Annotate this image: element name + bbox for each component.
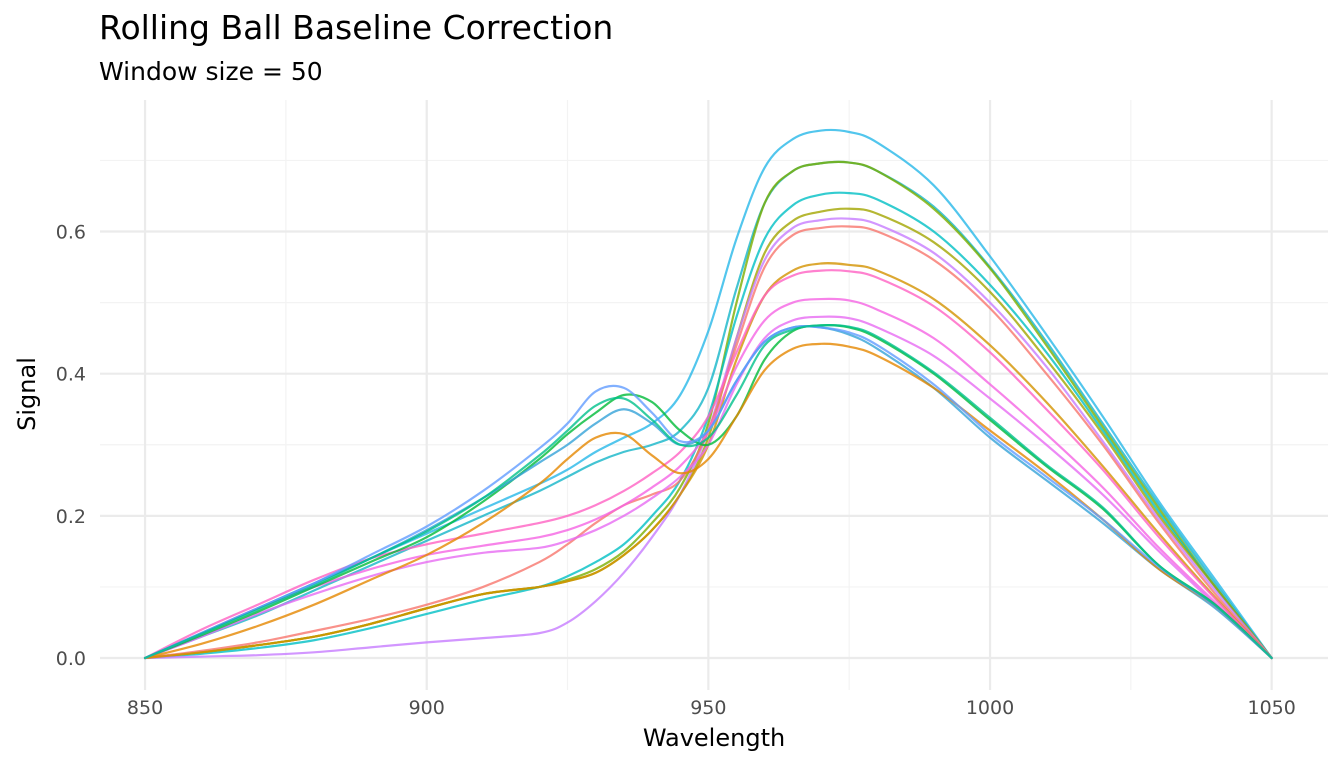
y-axis-title: Signal [13,357,41,431]
series-line-sample-12 [143,324,1273,660]
y-tick-label: 0.4 [56,364,86,386]
x-tick-label: 850 [127,697,163,719]
series-line-sample-6 [143,217,1273,660]
series-line-sample-14 [143,342,1273,660]
series-line-sample-10 [143,297,1273,660]
x-axis-title: Wavelength [643,724,785,752]
series-line-sample-16 [143,323,1273,660]
series-line-sample-4 [143,191,1273,660]
x-tick-label: 1050 [1247,697,1295,719]
y-tick-label: 0.0 [56,648,86,670]
x-tick-label: 950 [690,697,726,719]
y-axis-ticks: 0.0 0.2 0.4 0.6 [56,222,86,671]
x-axis-ticks: 850 900 950 1000 1050 [127,697,1296,719]
chart-subtitle: Window size = 50 [99,57,323,86]
series-lines [143,128,1273,660]
series-line-sample-15 [143,325,1273,660]
chart-title: Rolling Ball Baseline Correction [99,8,614,47]
x-tick-label: 900 [409,697,445,719]
x-tick-label: 1000 [966,697,1014,719]
y-tick-label: 0.2 [56,506,86,528]
y-tick-label: 0.6 [56,222,86,244]
